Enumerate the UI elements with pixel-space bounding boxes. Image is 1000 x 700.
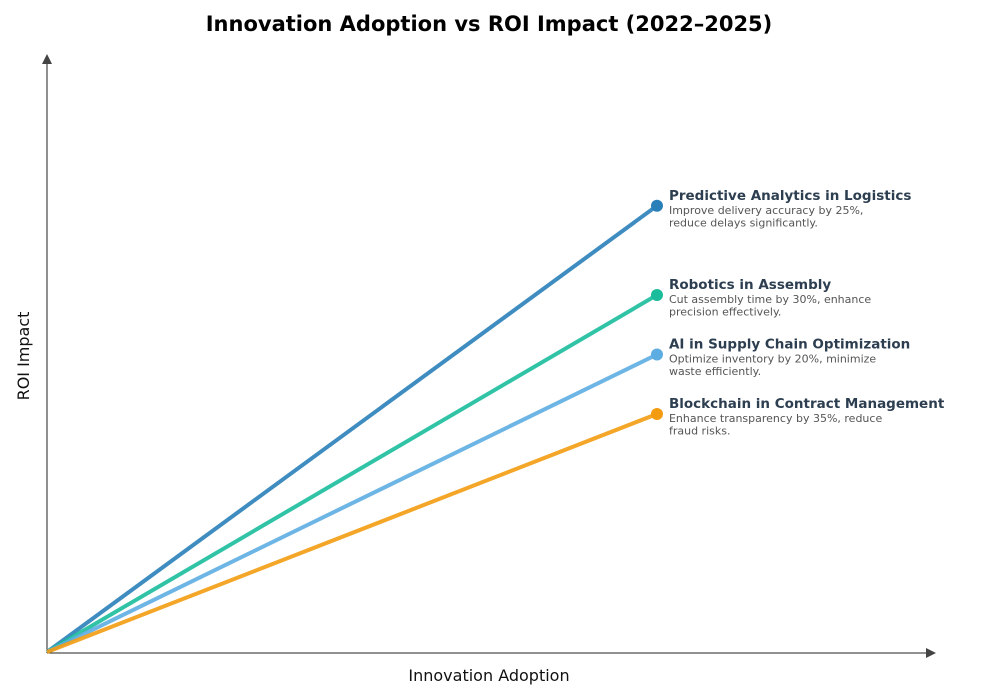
x-axis — [47, 648, 936, 658]
end-point-marker — [650, 348, 663, 361]
series-line — [46, 412, 658, 654]
series-description: waste efficiently. — [669, 365, 761, 378]
series-line — [46, 352, 658, 654]
series-description: Optimize inventory by 20%, minimize — [669, 353, 876, 366]
end-point-marker — [650, 408, 663, 420]
chart-title: Innovation Adoption vs ROI Impact (2022–… — [206, 12, 773, 36]
series-label: Predictive Analytics in Logistics — [669, 188, 911, 204]
series-description: precision effectively. — [669, 306, 781, 319]
series-label: AI in Supply Chain Optimization — [669, 337, 910, 353]
x-axis-arrow-icon — [926, 648, 936, 658]
y-axis — [42, 54, 52, 653]
series-2: AI in Supply Chain OptimizationOptimize … — [46, 337, 910, 654]
series-3: Blockchain in Contract ManagementEnhance… — [46, 396, 945, 654]
series-description: Improve delivery accuracy by 25%, — [669, 204, 863, 217]
y-axis-arrow-icon — [42, 54, 52, 64]
y-axis-label: ROI Impact — [14, 312, 33, 401]
series-0: Predictive Analytics in LogisticsImprove… — [45, 188, 911, 654]
end-point-marker — [650, 289, 663, 301]
series-description: reduce delays significantly. — [669, 216, 818, 229]
series-description: fraud risks. — [669, 425, 731, 438]
end-point-marker — [650, 199, 663, 212]
x-axis-label: Innovation Adoption — [408, 666, 569, 685]
series-line — [45, 204, 659, 654]
series-line — [45, 293, 658, 654]
series-description: Enhance transparency by 35%, reduce — [669, 412, 882, 425]
series-description: Cut assembly time by 30%, enhance — [669, 293, 871, 306]
series-label: Blockchain in Contract Management — [669, 396, 945, 412]
series-label: Robotics in Assembly — [669, 277, 831, 293]
